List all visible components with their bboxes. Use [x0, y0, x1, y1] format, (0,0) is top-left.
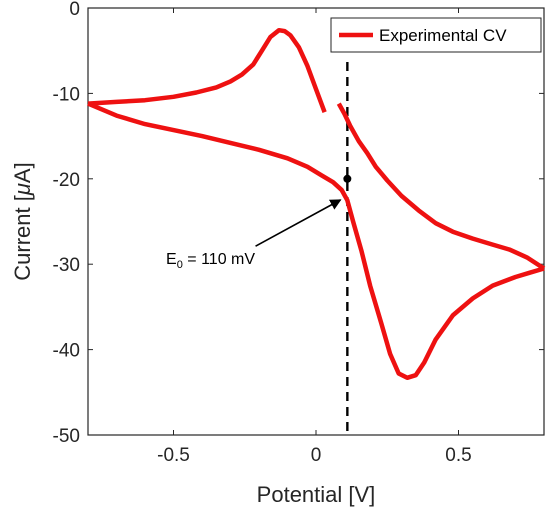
- cv-curve-segment-3: [336, 102, 546, 271]
- x-tick-label: 0: [311, 445, 322, 466]
- y-tick-label: -50: [53, 426, 80, 447]
- x-axis-title: Potential [V]: [257, 482, 376, 507]
- cv-curve-segment-1: [87, 27, 327, 113]
- e0-marker-point: [343, 174, 352, 183]
- y-tick-label: 0: [69, 0, 80, 20]
- cv-curve-segment-2: [87, 101, 545, 381]
- y-tick-label: -10: [53, 84, 80, 105]
- y-tick-label: -40: [53, 341, 80, 362]
- y-tick-label: -20: [53, 170, 80, 191]
- y-axis-title: Current [μA]: [10, 162, 35, 280]
- x-tick-label: -0.5: [157, 445, 190, 466]
- y-tick-label: -30: [53, 255, 80, 276]
- e0-annotation-label: E0 = 110 mV: [166, 251, 255, 271]
- e0-annotation-arrow: [255, 199, 342, 247]
- x-tick-label: 0.5: [445, 445, 471, 466]
- plot-frame: [87, 7, 545, 436]
- legend-label: Experimental CV: [379, 26, 507, 45]
